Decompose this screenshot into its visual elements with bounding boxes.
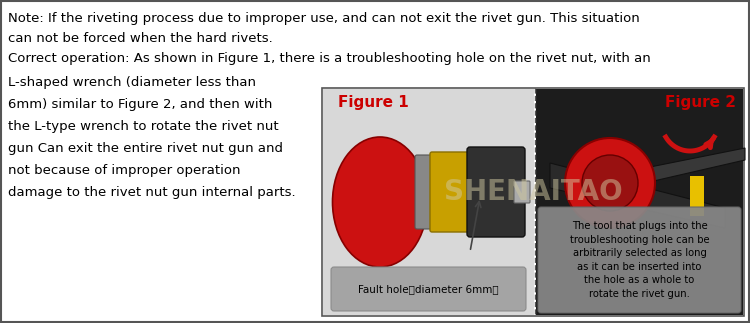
Ellipse shape — [332, 137, 427, 267]
FancyBboxPatch shape — [690, 176, 704, 216]
Circle shape — [565, 138, 655, 228]
Text: Correct operation: As shown in Figure 1, there is a troubleshooting hole on the : Correct operation: As shown in Figure 1,… — [8, 52, 651, 65]
Text: Fault hole（diameter 6mm）: Fault hole（diameter 6mm） — [358, 284, 499, 294]
Text: 6mm) similar to Figure 2, and then with: 6mm) similar to Figure 2, and then with — [8, 98, 272, 111]
Text: Note: If the riveting process due to improper use, and can not exit the rivet gu: Note: If the riveting process due to imp… — [8, 12, 640, 25]
Polygon shape — [645, 148, 745, 183]
FancyBboxPatch shape — [331, 267, 526, 311]
FancyBboxPatch shape — [467, 147, 525, 237]
Text: The tool that plugs into the
troubleshooting hole can be
arbitrarily selected as: The tool that plugs into the troubleshoo… — [570, 221, 710, 299]
FancyBboxPatch shape — [536, 89, 743, 315]
Text: SHENAITAO: SHENAITAO — [444, 178, 622, 206]
Text: L-shaped wrench (diameter less than: L-shaped wrench (diameter less than — [8, 76, 256, 89]
FancyBboxPatch shape — [323, 89, 534, 315]
Text: not because of improper operation: not because of improper operation — [8, 164, 241, 177]
FancyBboxPatch shape — [538, 207, 741, 313]
Text: can not be forced when the hard rivets.: can not be forced when the hard rivets. — [8, 32, 273, 45]
Text: Figure 1: Figure 1 — [338, 95, 409, 110]
Text: gun Can exit the entire rivet nut gun and: gun Can exit the entire rivet nut gun an… — [8, 142, 283, 155]
FancyBboxPatch shape — [415, 155, 449, 229]
Polygon shape — [550, 163, 725, 228]
Text: the L-type wrench to rotate the rivet nut: the L-type wrench to rotate the rivet nu… — [8, 120, 279, 133]
FancyBboxPatch shape — [322, 88, 744, 316]
FancyBboxPatch shape — [430, 152, 484, 232]
FancyBboxPatch shape — [514, 181, 530, 203]
Text: damage to the rivet nut gun internal parts.: damage to the rivet nut gun internal par… — [8, 186, 296, 199]
Circle shape — [582, 155, 638, 211]
Text: Figure 2: Figure 2 — [665, 95, 736, 110]
